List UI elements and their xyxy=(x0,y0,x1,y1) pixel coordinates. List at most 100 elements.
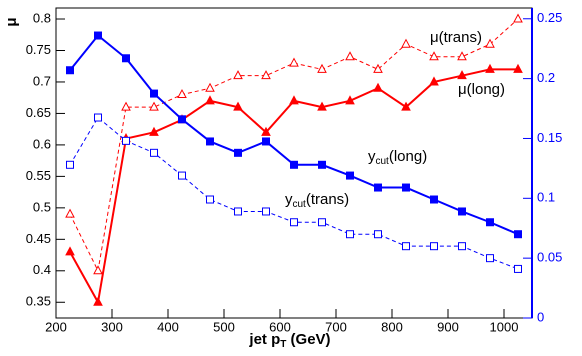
marker xyxy=(121,101,131,111)
marker xyxy=(234,148,242,157)
marker xyxy=(122,54,130,63)
series-label-main: μ(long) xyxy=(458,81,505,98)
marker xyxy=(290,218,298,227)
y-tick-label: 0.65 xyxy=(26,105,51,120)
x-tick-label: 800 xyxy=(381,319,403,334)
marker xyxy=(178,115,186,124)
y2-tick-label: 0.25 xyxy=(537,10,562,25)
marker xyxy=(262,207,270,216)
y-tick-label: 0.35 xyxy=(26,294,51,309)
series-label-main: μ(trans) xyxy=(430,29,482,46)
x-tick-label: 700 xyxy=(325,319,347,334)
marker xyxy=(402,183,410,192)
marker xyxy=(485,38,495,48)
marker xyxy=(346,171,354,180)
y2-tick-label: 0.05 xyxy=(537,250,562,265)
series-label: ycut(trans) xyxy=(285,191,349,210)
marker xyxy=(66,160,74,169)
x-tick-label: 600 xyxy=(269,319,291,334)
marker xyxy=(514,264,522,273)
marker xyxy=(457,70,467,80)
x-axis-label-after: (GeV) xyxy=(286,331,330,348)
y-tick-label: 0.45 xyxy=(26,231,51,246)
series-label: μ(trans) xyxy=(430,29,482,46)
marker xyxy=(149,101,159,111)
marker xyxy=(513,13,523,23)
marker xyxy=(345,95,355,105)
marker xyxy=(457,51,467,61)
y2-tick-label: 0.2 xyxy=(537,70,555,85)
marker xyxy=(429,51,439,61)
marker xyxy=(94,113,102,122)
marker xyxy=(430,242,438,251)
series-label-after: (long) xyxy=(389,148,427,165)
x-tick-label: 200 xyxy=(45,319,67,334)
marker xyxy=(150,89,158,98)
marker xyxy=(514,230,522,239)
marker xyxy=(317,63,327,73)
y-tick-label: 0.7 xyxy=(33,73,51,88)
marker xyxy=(149,126,159,136)
marker xyxy=(66,66,74,75)
marker xyxy=(261,126,271,136)
y-tick-label: 0.5 xyxy=(33,199,51,214)
marker xyxy=(374,183,382,192)
series-label: μ(long) xyxy=(458,81,505,98)
marker xyxy=(206,137,214,146)
marker xyxy=(401,101,411,111)
marker xyxy=(317,101,327,111)
marker xyxy=(373,82,383,92)
y-tick-label: 0.4 xyxy=(33,262,51,277)
y-tick-label: 0.55 xyxy=(26,168,51,183)
marker xyxy=(402,242,410,251)
marker xyxy=(205,95,215,105)
series-label: ycut(long) xyxy=(368,148,427,167)
marker xyxy=(346,230,354,239)
marker xyxy=(486,254,494,263)
marker xyxy=(513,63,523,73)
y2-tick-label: 0.1 xyxy=(537,190,555,205)
marker xyxy=(94,31,102,40)
y-tick-label: 0.8 xyxy=(33,10,51,25)
y2-tick-label: 0 xyxy=(537,309,544,324)
x-tick-label: 500 xyxy=(213,319,235,334)
marker xyxy=(262,137,270,146)
x-axis-label-main: jet p xyxy=(248,331,280,348)
marker xyxy=(234,207,242,216)
marker xyxy=(261,70,271,80)
marker xyxy=(177,88,187,99)
marker xyxy=(318,218,326,227)
marker xyxy=(93,265,103,275)
marker xyxy=(458,207,466,216)
series-label-sub: cut xyxy=(376,156,390,167)
marker xyxy=(374,230,382,239)
marker xyxy=(65,208,75,218)
marker xyxy=(373,63,383,73)
x-tick-label: 400 xyxy=(157,319,179,334)
y-tick-label: 0.75 xyxy=(26,42,51,57)
series-label-after: (trans) xyxy=(306,191,349,208)
marker xyxy=(150,148,158,157)
marker xyxy=(458,242,466,251)
y-tick-label: 0.6 xyxy=(33,136,51,151)
marker xyxy=(206,195,214,204)
marker xyxy=(178,171,186,180)
marker xyxy=(233,101,243,111)
series-label-main: y xyxy=(285,191,293,208)
x-tick-label: 900 xyxy=(437,319,459,334)
x-axis-label-sub: T xyxy=(280,339,286,350)
marker xyxy=(345,51,355,61)
x-tick-label: 300 xyxy=(101,319,123,334)
marker xyxy=(233,70,243,80)
marker xyxy=(205,82,215,92)
marker xyxy=(289,95,299,105)
marker xyxy=(401,38,411,48)
marker xyxy=(318,160,326,169)
y-axis-label: μ xyxy=(3,17,20,26)
x-tick-label: 1000 xyxy=(490,319,519,334)
marker xyxy=(93,296,103,306)
marker xyxy=(290,160,298,169)
x-axis-label: jet pT (GeV) xyxy=(248,331,330,350)
